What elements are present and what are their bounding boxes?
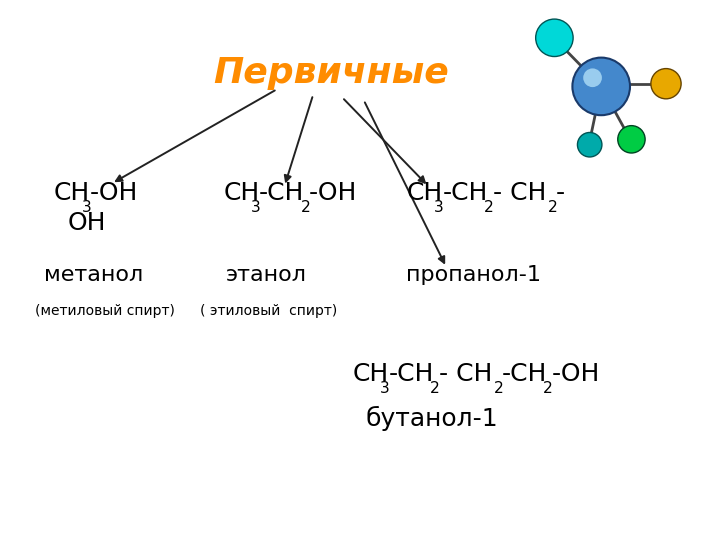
Text: ( этиловый  спирт): ( этиловый спирт) bbox=[200, 303, 338, 318]
Ellipse shape bbox=[577, 132, 602, 157]
Ellipse shape bbox=[572, 58, 630, 115]
Text: метанол: метанол bbox=[44, 265, 143, 286]
Text: 3: 3 bbox=[251, 200, 261, 215]
Text: - CH: - CH bbox=[438, 362, 492, 386]
Text: бутанол-1: бутанол-1 bbox=[366, 406, 498, 431]
Text: -CH: -CH bbox=[389, 362, 434, 386]
Ellipse shape bbox=[651, 69, 681, 99]
Text: 2: 2 bbox=[300, 200, 310, 215]
Text: 2: 2 bbox=[430, 381, 440, 396]
Text: - CH: - CH bbox=[492, 181, 546, 205]
Text: -OH: -OH bbox=[552, 362, 600, 386]
Text: 3: 3 bbox=[380, 381, 390, 396]
Text: CH: CH bbox=[407, 181, 443, 205]
Text: 2: 2 bbox=[544, 381, 553, 396]
Ellipse shape bbox=[583, 69, 602, 87]
Text: -CH: -CH bbox=[259, 181, 305, 205]
Text: 2: 2 bbox=[494, 381, 503, 396]
Text: -CH: -CH bbox=[443, 181, 488, 205]
Text: CH: CH bbox=[223, 181, 259, 205]
Text: 3: 3 bbox=[434, 200, 444, 215]
Text: CH: CH bbox=[353, 362, 389, 386]
Text: 2: 2 bbox=[484, 200, 494, 215]
Text: (метиловый спирт): (метиловый спирт) bbox=[35, 303, 174, 318]
Text: -OH: -OH bbox=[309, 181, 357, 205]
Text: -: - bbox=[556, 181, 565, 205]
Text: Первичные: Первичные bbox=[213, 56, 449, 90]
Text: -OH: -OH bbox=[90, 181, 138, 205]
Text: 2: 2 bbox=[548, 200, 557, 215]
Text: 3: 3 bbox=[81, 200, 91, 215]
Text: этанол: этанол bbox=[226, 265, 307, 286]
Text: -CH: -CH bbox=[502, 362, 547, 386]
Text: пропанол-1: пропанол-1 bbox=[406, 265, 541, 286]
Ellipse shape bbox=[618, 126, 645, 153]
Text: CH: CH bbox=[54, 181, 90, 205]
Ellipse shape bbox=[536, 19, 573, 57]
Text: OH: OH bbox=[68, 211, 106, 234]
